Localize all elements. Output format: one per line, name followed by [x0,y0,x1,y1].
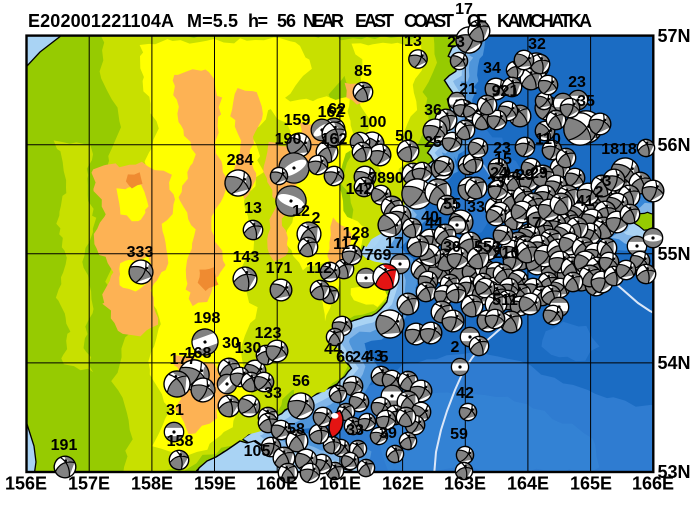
svg-text:85: 85 [354,63,372,80]
svg-text:2: 2 [312,210,321,227]
svg-text:143: 143 [233,249,260,266]
svg-text:55: 55 [474,239,492,256]
svg-text:15: 15 [494,151,512,168]
svg-text:23: 23 [487,174,505,191]
svg-text:130: 130 [235,340,262,357]
svg-text:24: 24 [490,165,508,182]
svg-text:40: 40 [421,209,439,226]
svg-text:41: 41 [576,193,594,210]
svg-text:35: 35 [577,93,595,110]
svg-text:58: 58 [287,421,305,438]
svg-text:158: 158 [167,433,194,450]
svg-text:29: 29 [516,167,534,184]
svg-text:156E: 156E [5,474,47,494]
svg-text:62: 62 [328,101,346,118]
svg-text:66: 66 [336,349,354,366]
svg-text:21: 21 [459,81,477,98]
svg-text:163E: 163E [444,474,486,494]
svg-text:30: 30 [443,239,461,256]
svg-text:191: 191 [51,437,78,454]
svg-text:769: 769 [365,247,392,264]
svg-text:44: 44 [324,341,342,358]
svg-text:333: 333 [127,244,154,261]
svg-text:13: 13 [404,33,422,50]
svg-text:160E: 160E [256,474,298,494]
svg-text:171: 171 [266,260,293,277]
svg-text:12: 12 [292,203,310,220]
svg-text:177: 177 [170,351,197,368]
svg-text:54N: 54N [658,353,691,373]
svg-text:100: 100 [360,114,387,131]
svg-text:110: 110 [535,131,561,148]
svg-text:33: 33 [467,199,485,216]
svg-text:123: 123 [255,325,282,342]
svg-text:53N: 53N [658,462,691,482]
svg-text:23: 23 [447,34,465,51]
svg-text:36: 36 [424,102,442,119]
svg-text:210: 210 [493,245,520,262]
svg-text:17: 17 [385,235,403,252]
svg-text:50: 50 [395,128,413,145]
svg-text:1818: 1818 [601,141,637,158]
svg-text:198: 198 [194,310,221,327]
svg-text:7890: 7890 [368,170,404,187]
svg-text:23: 23 [493,140,511,157]
svg-text:158E: 158E [131,474,173,494]
svg-text:23: 23 [568,74,586,91]
svg-text:32: 32 [528,36,546,53]
svg-text:43: 43 [365,348,383,365]
svg-text:3: 3 [603,173,612,190]
svg-text:34: 34 [483,60,501,77]
svg-text:44: 44 [425,215,443,232]
svg-text:162: 162 [318,104,345,121]
svg-text:5: 5 [380,349,389,366]
svg-text:284: 284 [227,152,254,169]
svg-text:57N: 57N [658,26,691,46]
svg-text:161E: 161E [319,474,361,494]
svg-text:3: 3 [493,239,502,256]
svg-text:105: 105 [244,443,271,460]
svg-text:190: 190 [275,131,302,148]
svg-text:56N: 56N [658,135,691,155]
svg-text:164E: 164E [507,474,549,494]
svg-text:17: 17 [523,215,541,232]
svg-text:13: 13 [244,200,262,217]
svg-text:142: 142 [346,181,373,198]
svg-text:162: 162 [321,131,348,148]
svg-text:31: 31 [166,402,184,419]
svg-text:168: 168 [185,345,212,362]
svg-text:29: 29 [530,165,548,182]
svg-text:166E: 166E [632,474,674,494]
svg-text:2: 2 [451,339,460,356]
svg-text:17: 17 [455,1,473,18]
svg-text:112: 112 [306,260,332,277]
svg-text:165E: 165E [570,474,612,494]
svg-text:162E: 162E [382,474,424,494]
svg-text:56: 56 [292,373,310,390]
svg-text:30: 30 [222,335,240,352]
svg-text:55N: 55N [658,244,691,264]
svg-text:33: 33 [264,385,282,402]
svg-text:39: 39 [379,425,397,442]
svg-text:159E: 159E [194,474,236,494]
svg-text:921: 921 [492,83,519,100]
svg-text:44: 44 [502,167,520,184]
svg-text:24: 24 [352,349,370,366]
svg-text:59: 59 [450,426,468,443]
svg-text:2: 2 [595,184,604,201]
svg-text:42: 42 [456,385,474,402]
svg-text:117: 117 [333,236,359,253]
svg-text:159: 159 [284,112,311,129]
svg-text:511: 511 [492,292,518,309]
svg-text:55: 55 [443,196,461,213]
svg-text:33: 33 [346,422,364,439]
svg-text:25: 25 [424,134,442,151]
svg-text:128: 128 [343,225,370,242]
svg-text:157E: 157E [68,474,110,494]
